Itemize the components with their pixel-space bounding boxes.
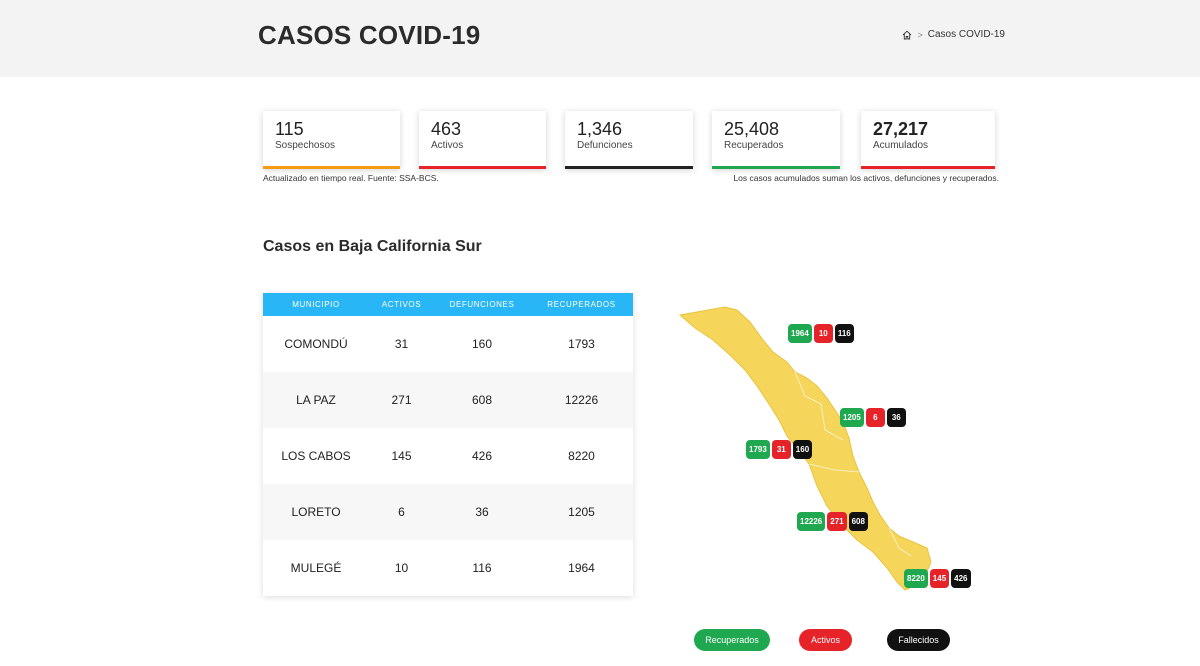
cell-defunciones: 426 [471, 449, 493, 463]
stat-card-acumulados: 27,217 Acumulados [861, 111, 995, 169]
badge-activos: 10 [813, 324, 833, 343]
cell-municipio: LA PAZ [296, 393, 336, 407]
stat-value: 115 [275, 119, 304, 139]
stat-label: Sospechosos [275, 140, 336, 151]
stat-value: 463 [431, 119, 462, 139]
bcs-map: 1964 10 116 1205 6 36 1793 31 160 12226 … [675, 300, 995, 600]
header-municipio: MUNICIPIO [292, 300, 340, 309]
badge-recuperados: 1964 [788, 324, 812, 343]
cell-defunciones: 36 [475, 505, 489, 519]
cell-activos: 31 [394, 337, 409, 351]
cell-recuperados: 1964 [568, 561, 595, 575]
badge-group-loscabos: 8220 145 426 [904, 569, 971, 588]
stat-value: 25,408 [724, 119, 780, 139]
home-icon[interactable] [902, 30, 912, 40]
breadcrumb-separator: > [917, 29, 923, 40]
header-bar [0, 0, 1200, 77]
section-title: Casos en Baja California Sur [263, 238, 482, 255]
cell-activos: 145 [391, 449, 412, 463]
municipio-border-lapaz [888, 527, 912, 557]
table-row: LOS CABOS 145 426 8220 [263, 428, 633, 484]
cell-recuperados: 12226 [564, 393, 599, 407]
table-header: MUNICIPIO ACTIVOS DEFUNCIONES RECUPERADO… [263, 293, 633, 316]
stat-accent-bar [419, 166, 546, 169]
stat-card-defunciones: 1,346 Defunciones [565, 111, 693, 169]
legend-fallecidos: Fallecidos [887, 629, 950, 651]
stat-value: 1,346 [577, 119, 623, 139]
header-defunciones: DEFUNCIONES [449, 300, 515, 309]
cell-defunciones: 608 [471, 393, 493, 407]
header-activos: ACTIVOS [381, 300, 422, 309]
table-row: MULEGÉ 10 116 1964 [263, 540, 633, 596]
cell-municipio: LORETO [291, 505, 341, 519]
badge-recuperados: 8220 [904, 569, 928, 588]
table-row: LA PAZ 271 608 12226 [263, 372, 633, 428]
badge-fallecidos: 160 [792, 440, 813, 459]
table-row: COMONDÚ 31 160 1793 [263, 316, 633, 372]
badge-fallecidos: 116 [834, 324, 854, 343]
page-title: CASOS COVID-19 [258, 20, 481, 50]
badge-activos: 6 [865, 408, 885, 427]
badge-fallecidos: 36 [886, 408, 906, 427]
cell-municipio: LOS CABOS [281, 449, 351, 463]
badge-group-mulege: 1964 10 116 [788, 324, 854, 343]
stat-label: Defunciones [577, 140, 633, 151]
breadcrumb: > Casos COVID-19 [902, 29, 1005, 40]
cell-activos: 6 [398, 505, 405, 519]
stat-value: 27,217 [873, 119, 929, 139]
stat-accent-bar [263, 166, 400, 169]
badge-activos: 271 [827, 512, 847, 531]
badge-activos: 145 [929, 569, 950, 588]
stat-label: Recuperados [724, 140, 784, 151]
cell-activos: 271 [391, 393, 412, 407]
legend-recuperados: Recuperados [694, 629, 770, 651]
badge-group-comondu: 1793 31 160 [746, 440, 813, 459]
badge-group-loreto: 1205 6 36 [840, 408, 906, 427]
stat-accent-bar [565, 166, 693, 169]
stat-label: Activos [431, 140, 464, 151]
bcs-map-shape [678, 306, 932, 591]
stat-accent-bar [861, 166, 995, 169]
cell-recuperados: 1793 [568, 337, 595, 351]
header-recuperados: RECUPERADOS [547, 300, 616, 309]
badge-fallecidos: 426 [951, 569, 971, 588]
accumulated-note: Los casos acumulados suman los activos, … [733, 173, 999, 183]
cell-municipio: MULEGÉ [290, 561, 342, 575]
badge-group-lapaz: 12226 271 608 [797, 512, 868, 531]
source-note: Actualizado en tiempo real. Fuente: SSA-… [263, 173, 439, 183]
badge-recuperados: 1793 [746, 440, 770, 459]
municipio-border-mulege [794, 371, 822, 405]
stat-card-sospechosos: 115 Sospechosos [263, 111, 400, 169]
badge-fallecidos: 608 [848, 512, 868, 531]
municipio-border-loreto [820, 403, 844, 441]
badge-activos: 31 [771, 440, 791, 459]
municipio-border-comondu [808, 463, 860, 473]
cell-activos: 10 [394, 561, 409, 575]
cases-table: MUNICIPIO ACTIVOS DEFUNCIONES RECUPERADO… [263, 293, 633, 596]
table-body: COMONDÚ 31 160 1793 LA PAZ 271 608 12226… [263, 316, 633, 596]
cell-recuperados: 1205 [568, 505, 595, 519]
table-row: LORETO 6 36 1205 [263, 484, 633, 540]
badge-recuperados: 12226 [797, 512, 826, 531]
cell-defunciones: 160 [471, 337, 493, 351]
cell-municipio: COMONDÚ [284, 337, 348, 351]
badge-recuperados: 1205 [840, 408, 864, 427]
stat-label: Acumulados [873, 140, 929, 151]
cell-recuperados: 8220 [568, 449, 595, 463]
stat-accent-bar [712, 166, 840, 169]
breadcrumb-current: Casos COVID-19 [927, 29, 1005, 40]
stat-card-activos: 463 Activos [419, 111, 546, 169]
stat-card-recuperados: 25,408 Recuperados [712, 111, 840, 169]
legend-activos: Activos [799, 629, 852, 651]
cell-defunciones: 116 [472, 561, 492, 575]
